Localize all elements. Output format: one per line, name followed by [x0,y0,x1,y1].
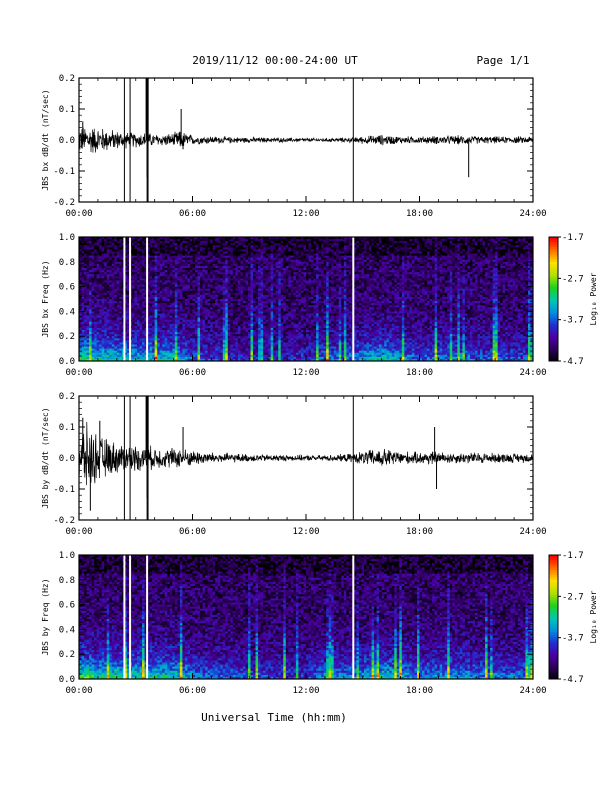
page-number: Page 1/1 [477,54,530,67]
page-title: 2019/11/12 00:00-24:00 UT [192,54,358,67]
y-tick-label: 0.2 [59,74,75,84]
y-tick-label: -0.2 [53,198,75,208]
panel-1: 00:00 06:00 12:00 18:00 24:00 0.2 0.1 0.0 -0.1 -0… [41,74,547,219]
x-tick-label: 18:00 [406,209,433,219]
x-tick-label: 00:00 [65,209,92,219]
y-tick-label: 0.0 [59,136,75,146]
x-tick-label: 24:00 [519,209,546,219]
x-tick-label: 12:00 [292,209,319,219]
y-tick-label: 0.1 [59,105,75,115]
y-tick-label: -0.1 [53,167,75,177]
y-axis-label: JBS bx dB/dt (nT/sec) [41,89,50,190]
x-axis-title: Universal Time (hh:mm) [201,711,347,724]
x-tick-label: 06:00 [179,209,206,219]
